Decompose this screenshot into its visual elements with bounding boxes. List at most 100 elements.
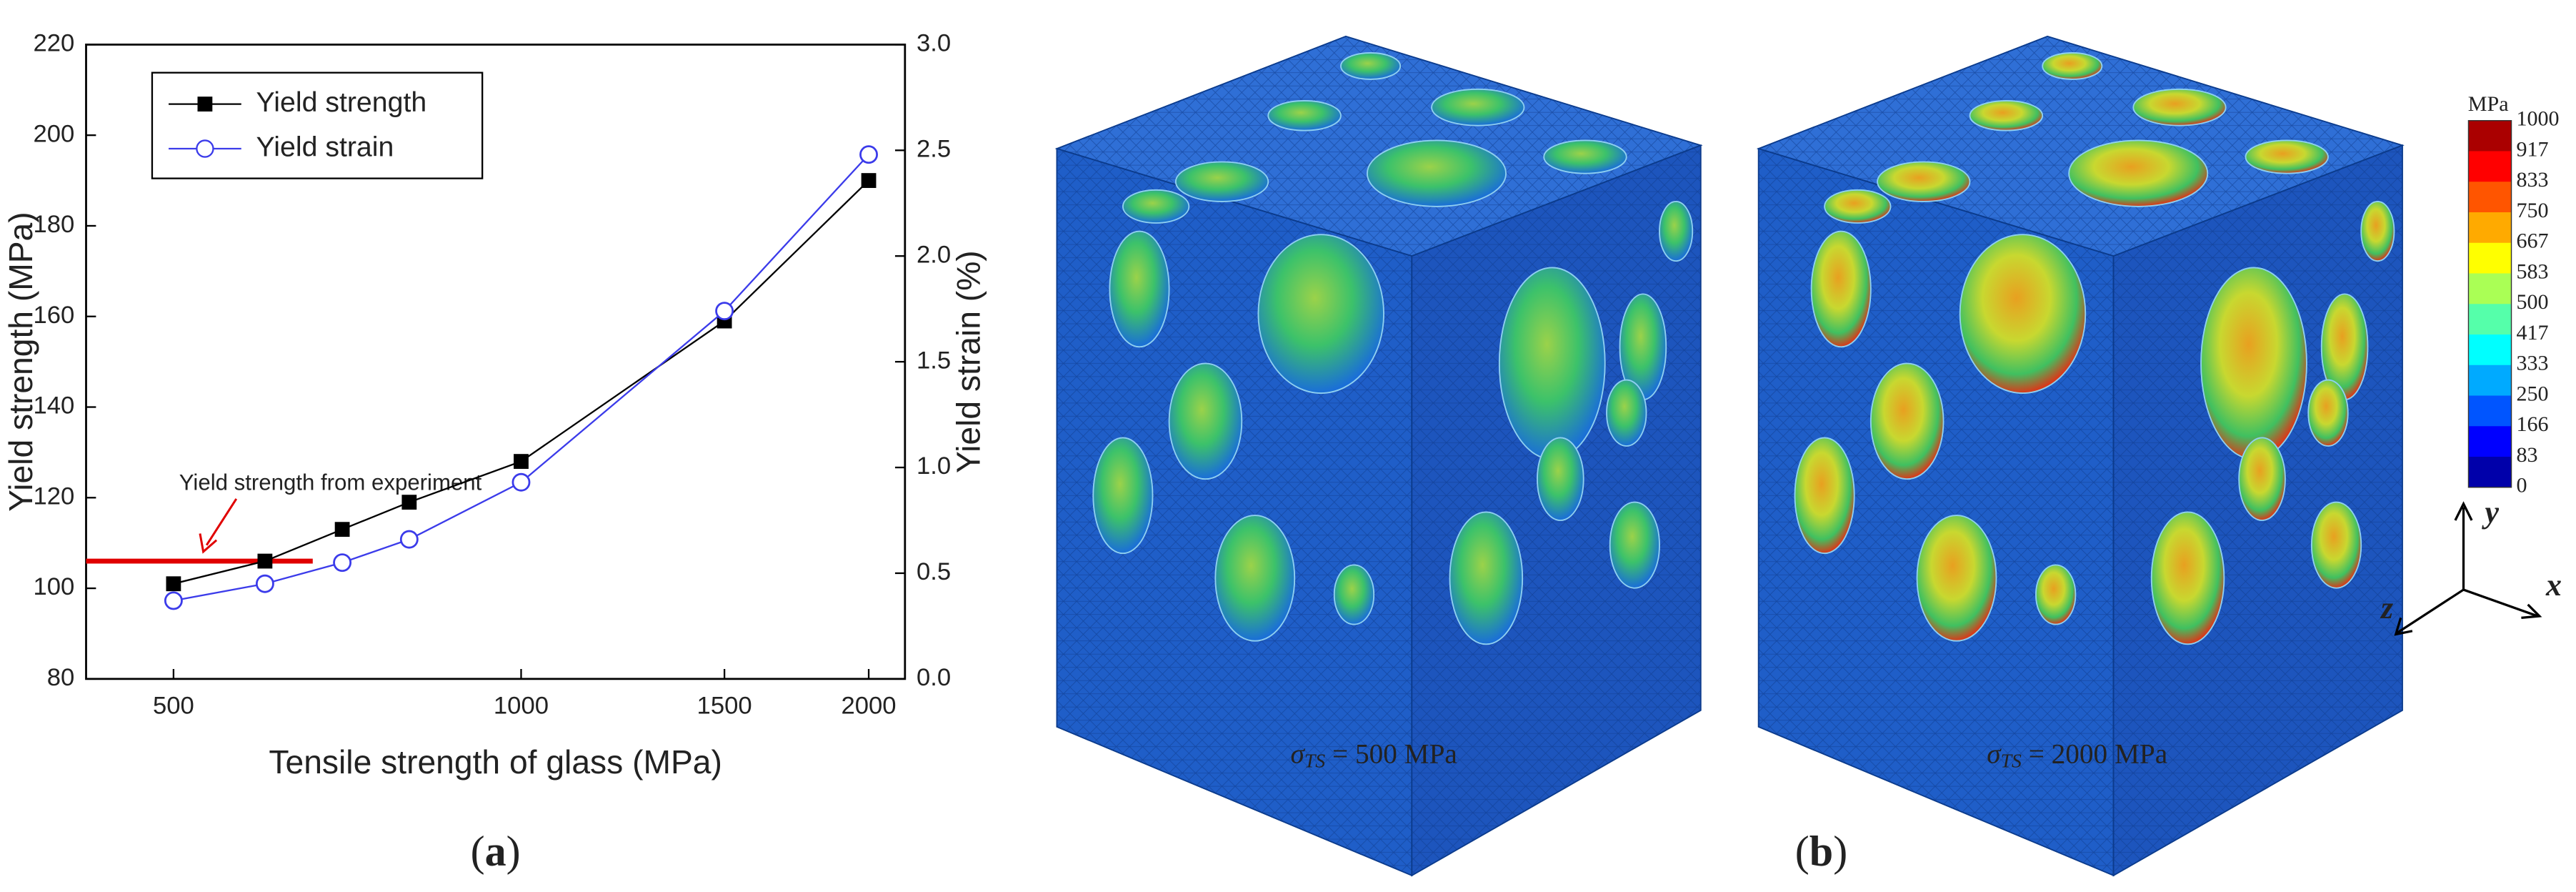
pore (2307, 379, 2349, 447)
colorbar-segment (2468, 395, 2512, 427)
pore (1810, 230, 1872, 348)
pore (1109, 230, 1170, 348)
y-tick-label: 220 (34, 30, 75, 57)
y2-tick-label: 0.0 (917, 664, 951, 691)
pore (1214, 515, 1296, 642)
pore (1257, 234, 1384, 394)
colorbar-label: 500 (2516, 290, 2548, 314)
data-point (861, 173, 877, 188)
legend-box (151, 71, 484, 179)
pore (1543, 139, 1627, 174)
cube-mesh (1758, 36, 2402, 257)
colorbar-frame (2467, 120, 2512, 488)
pore (1168, 362, 1243, 480)
legend-marker (196, 139, 214, 158)
cube-mesh (1057, 36, 1701, 257)
caption-text: = 500 MPa (1325, 739, 1457, 770)
annotation: Yield strength from experiment (179, 470, 482, 495)
y2-axis-title: Yield strain (%) (949, 250, 987, 473)
pore (1659, 201, 1694, 262)
caption-subscript: TS (2001, 750, 2022, 772)
pore (1609, 501, 1660, 589)
y-tick-label: 140 (34, 392, 75, 420)
pore (1267, 100, 1342, 132)
pore (1367, 139, 1507, 207)
colorbar-segment (2468, 212, 2512, 244)
x-tick-label: 1500 (697, 692, 752, 719)
y2-tick-label: 1.0 (917, 452, 951, 480)
y2-tick-label: 2.5 (917, 135, 951, 162)
caption-symbol: σ (1987, 739, 2002, 770)
colorbar-segment (2468, 365, 2512, 397)
colorbar-label: 917 (2516, 137, 2548, 161)
caption: σTS = 2000 MPa (1987, 739, 2167, 773)
triad-y (2454, 501, 2473, 590)
pore (1794, 437, 1855, 555)
pore (1877, 161, 1971, 202)
axes-triad (2394, 501, 2542, 636)
triad-z (2394, 588, 2465, 636)
pore (1431, 88, 1525, 127)
legend-label: Yield strength (256, 86, 427, 118)
colorbar-label: 333 (2516, 352, 2548, 375)
y-tick-label: 80 (47, 664, 75, 691)
colorbar-unit: MPa (2468, 92, 2509, 116)
colorbar-segment (2468, 120, 2512, 152)
caption: σTS = 500 MPa (1291, 739, 1457, 773)
caption-subscript: TS (1304, 750, 1325, 772)
y2-tick-label: 3.0 (917, 30, 951, 57)
pore (2360, 201, 2395, 262)
colorbar-label: 1000 (2516, 107, 2559, 131)
caption-text: = 2000 MPa (2022, 739, 2167, 770)
data-point (333, 553, 352, 573)
y-tick-label: 200 (34, 120, 75, 147)
colorbar-label: 417 (2516, 321, 2548, 345)
series-line (173, 154, 869, 602)
y-tick-label: 160 (34, 302, 75, 329)
pore (2238, 437, 2286, 521)
x-axis-title: Tensile strength of glass (MPa) (269, 743, 722, 780)
pore (1449, 511, 1524, 645)
colorbar-label: 0 (2516, 474, 2527, 497)
data-point (401, 495, 417, 510)
pore (1174, 161, 1269, 202)
pore (2132, 88, 2227, 127)
x-tick-label: 2000 (841, 692, 896, 719)
colorbar-segment (2468, 273, 2512, 304)
triad-label: y (2482, 495, 2500, 530)
triad-label: z (2380, 591, 2393, 625)
y2-tick-label: 0.5 (917, 558, 951, 585)
colorbar-segment (2468, 304, 2512, 335)
pore (1606, 379, 1647, 447)
data-point (164, 591, 183, 610)
data-point (859, 145, 878, 164)
legend-label: Yield strain (256, 131, 394, 162)
pore (1498, 267, 1606, 460)
data-point (514, 454, 529, 469)
pore (2035, 564, 2077, 625)
triad-label: x (2545, 568, 2562, 603)
colorbar-segment (2468, 426, 2512, 457)
pore (1537, 437, 1584, 521)
colorbar-segment (2468, 182, 2512, 213)
data-point (334, 522, 350, 537)
pore (2068, 139, 2209, 207)
data-point (399, 530, 419, 549)
pore (1340, 52, 1402, 80)
triad-x (2462, 588, 2542, 619)
colorbar-segment (2468, 457, 2512, 488)
panel-label-text: b (1809, 827, 1833, 875)
colorbar-label: 667 (2516, 229, 2548, 253)
colorbar-segment (2468, 334, 2512, 366)
pore (1959, 234, 2087, 394)
y-tick-label: 100 (34, 573, 75, 600)
pore (1869, 362, 1945, 480)
panel-label-text: a (485, 827, 506, 875)
x-tick-label: 500 (153, 692, 194, 719)
panel-label: (b) (1795, 827, 1847, 875)
colorbar-label: 583 (2516, 259, 2548, 283)
x-tick-label: 1000 (494, 692, 549, 719)
colorbar-label: 750 (2516, 199, 2548, 222)
panel-label: (a) (471, 827, 521, 875)
